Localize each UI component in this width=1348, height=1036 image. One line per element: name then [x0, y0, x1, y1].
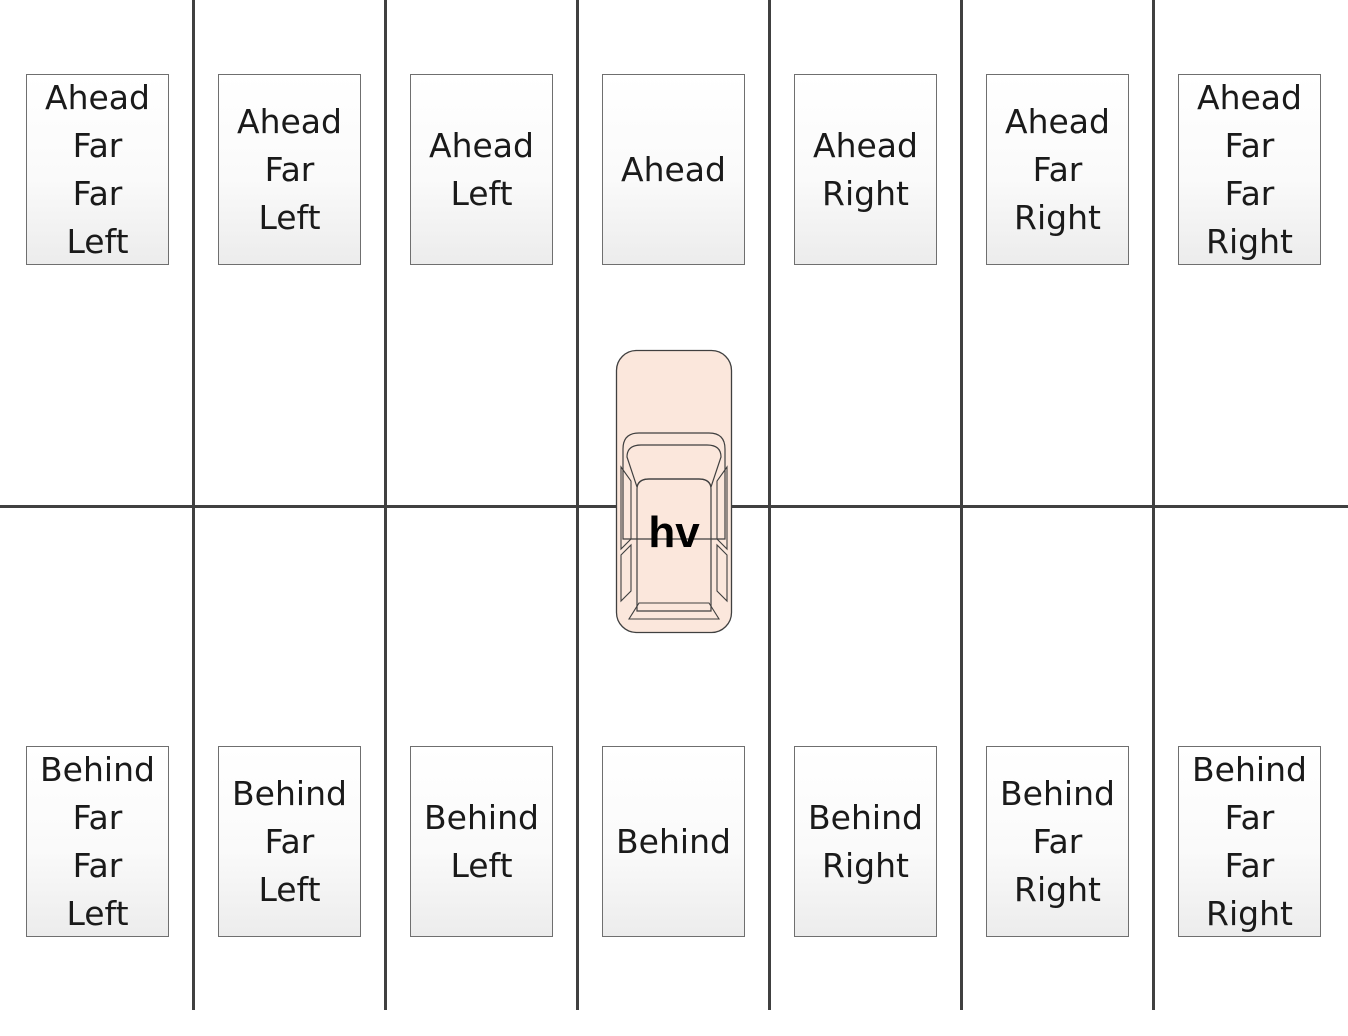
- zone-label-line: Left: [258, 869, 321, 909]
- zone-label: Behind Far Far Right: [1192, 746, 1307, 938]
- zone-label-line: Ahead: [45, 77, 150, 117]
- zone-label-line: Far: [1224, 845, 1275, 885]
- zone-label-line: Ahead: [429, 125, 534, 165]
- zone-ahead-far-far-left: Ahead Far Far Left: [26, 74, 169, 265]
- zone-label-line: Left: [258, 197, 321, 237]
- zone-label: Behind Far Right: [1000, 770, 1115, 914]
- zone-label-line: Far: [1224, 173, 1275, 213]
- zone-label-line: Left: [450, 845, 513, 885]
- zone-label-line: Ahead: [237, 101, 342, 141]
- zone-label-line: Far: [1224, 125, 1275, 165]
- zone-label-line: Left: [66, 893, 129, 933]
- zone-label-line: Right: [822, 845, 909, 885]
- car-icon: [615, 349, 733, 634]
- zone-ahead-far-far-right: Ahead Far Far Right: [1178, 74, 1321, 265]
- zone-ahead-left: Ahead Left: [410, 74, 553, 265]
- zone-label-line: Far: [264, 149, 315, 189]
- zone-label: Ahead: [621, 146, 726, 194]
- host-vehicle-label: hv: [648, 508, 700, 557]
- zone-label: Ahead Right: [813, 122, 918, 218]
- zone-behind-right: Behind Right: [794, 746, 937, 937]
- zone-label-line: Behind: [232, 773, 347, 813]
- zone-label: Behind Left: [424, 794, 539, 890]
- zone-label-line: Right: [1206, 221, 1293, 261]
- zone-ahead: Ahead: [602, 74, 745, 265]
- zone-label: Ahead Far Left: [237, 98, 342, 242]
- zone-label-line: Behind: [424, 797, 539, 837]
- zone-label-line: Ahead: [813, 125, 918, 165]
- zone-label-line: Behind: [1000, 773, 1115, 813]
- zone-label: Behind Far Left: [232, 770, 347, 914]
- zone-label-line: Behind: [1192, 749, 1307, 789]
- zone-label-line: Far: [1032, 149, 1083, 189]
- zone-label-line: Right: [1014, 197, 1101, 237]
- zone-label: Ahead Far Right: [1005, 98, 1110, 242]
- zone-ahead-right: Ahead Right: [794, 74, 937, 265]
- zone-label: Ahead Far Far Left: [45, 74, 150, 266]
- zone-label-line: Far: [72, 173, 123, 213]
- zone-label-line: Right: [1206, 893, 1293, 933]
- zone-label-line: Left: [450, 173, 513, 213]
- zone-label-line: Far: [72, 797, 123, 837]
- zone-label-line: Behind: [40, 749, 155, 789]
- zone-label-line: Ahead: [1197, 77, 1302, 117]
- zone-label-line: Left: [66, 221, 129, 261]
- zone-ahead-far-left: Ahead Far Left: [218, 74, 361, 265]
- zone-label-line: Behind: [808, 797, 923, 837]
- zone-label-line: Ahead: [1005, 101, 1110, 141]
- host-vehicle: hv: [615, 349, 733, 634]
- zone-label-line: Far: [264, 821, 315, 861]
- zone-behind-left: Behind Left: [410, 746, 553, 937]
- zone-label-line: Far: [72, 845, 123, 885]
- zone-label: Behind Right: [808, 794, 923, 890]
- zone-label: Ahead Left: [429, 122, 534, 218]
- zone-behind-far-far-right: Behind Far Far Right: [1178, 746, 1321, 937]
- zone-ahead-far-right: Ahead Far Right: [986, 74, 1129, 265]
- zone-label-line: Right: [1014, 869, 1101, 909]
- zone-behind: Behind: [602, 746, 745, 937]
- zone-behind-far-far-left: Behind Far Far Left: [26, 746, 169, 937]
- zone-behind-far-left: Behind Far Left: [218, 746, 361, 937]
- zone-label-line: Far: [1032, 821, 1083, 861]
- zone-label: Behind Far Far Left: [40, 746, 155, 938]
- zone-label-line: Behind: [616, 821, 731, 861]
- zone-behind-far-right: Behind Far Right: [986, 746, 1129, 937]
- zone-label-line: Right: [822, 173, 909, 213]
- zone-label: Behind: [616, 818, 731, 866]
- zone-label-line: Ahead: [621, 149, 726, 189]
- zone-label-line: Far: [1224, 797, 1275, 837]
- zone-label-line: Far: [72, 125, 123, 165]
- zone-label: Ahead Far Far Right: [1197, 74, 1302, 266]
